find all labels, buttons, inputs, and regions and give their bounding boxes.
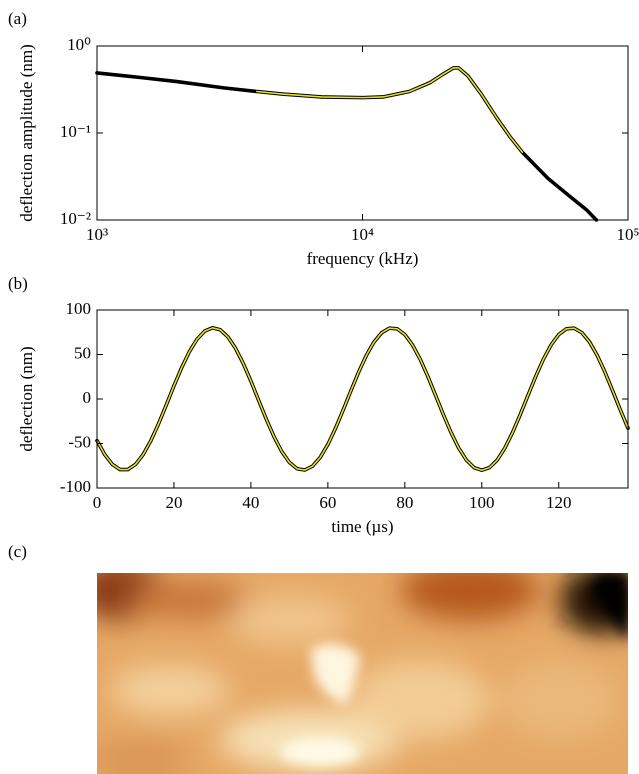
x-axis-label: frequency (kHz)	[307, 249, 419, 268]
x-tick-label: 120	[546, 493, 572, 512]
y-tick-label: -100	[60, 477, 91, 496]
y-tick-label: -50	[68, 432, 91, 451]
panel-label: (c)	[8, 542, 27, 561]
x-tick-label: 10³	[86, 225, 108, 244]
x-tick-label: 20	[165, 493, 182, 512]
x-tick-label: 10⁴	[351, 225, 374, 244]
y-tick-label: 10⁻¹	[60, 122, 91, 141]
y-tick-label: 0	[83, 388, 92, 407]
panel-label: (a)	[8, 9, 27, 28]
data-line	[95, 66, 599, 222]
plot-frame	[96, 309, 629, 489]
y-tick-label: 50	[74, 343, 91, 362]
plot-frame	[96, 45, 629, 221]
x-tick-label: 0	[93, 493, 102, 512]
y-tick-label: 100	[66, 299, 92, 318]
y-axis-label: deflection amplitude (nm)	[17, 44, 36, 222]
y-tick-label: 10⁰	[67, 35, 91, 54]
afm-image	[97, 573, 628, 774]
y-axis-label: deflection (nm)	[17, 346, 36, 451]
x-tick-label: 10⁵	[617, 225, 639, 244]
x-tick-label: 100	[469, 493, 495, 512]
panel-label: (b)	[8, 274, 28, 293]
x-tick-label: 80	[396, 493, 413, 512]
x-tick-label: 60	[319, 493, 336, 512]
y-tick-label: 10⁻²	[60, 209, 91, 228]
data-line	[256, 67, 524, 154]
x-tick-label: 40	[242, 493, 259, 512]
x-axis-label: time (µs)	[331, 517, 393, 536]
data-line	[96, 327, 629, 471]
